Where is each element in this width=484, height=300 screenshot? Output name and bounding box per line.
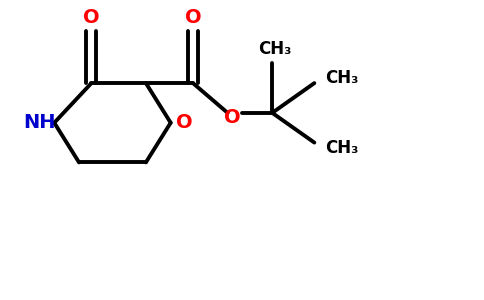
Text: CH₃: CH₃ (325, 139, 358, 157)
Text: O: O (184, 8, 201, 27)
Text: O: O (224, 108, 241, 127)
Text: O: O (83, 8, 100, 27)
Text: CH₃: CH₃ (258, 40, 291, 58)
Text: NH: NH (23, 113, 56, 132)
Text: O: O (176, 113, 193, 132)
Text: CH₃: CH₃ (325, 69, 358, 87)
